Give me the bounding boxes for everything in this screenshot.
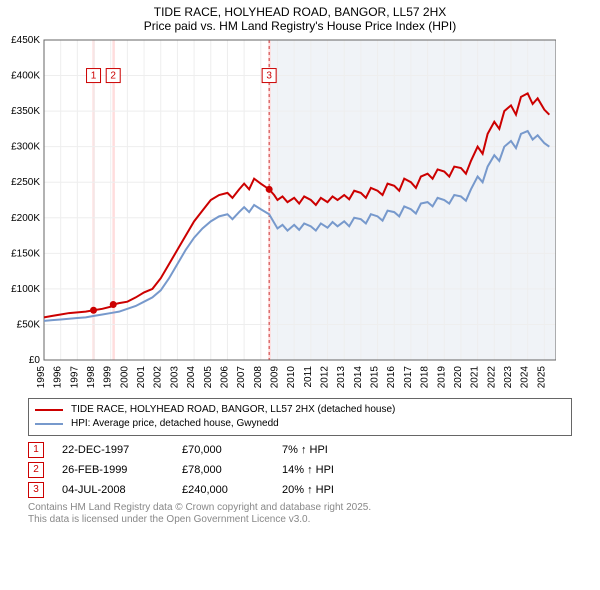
sale-delta: 20% ↑ HPI xyxy=(282,484,392,496)
svg-text:2016: 2016 xyxy=(386,365,397,388)
svg-text:£300K: £300K xyxy=(11,141,40,152)
table-row: 2 26-FEB-1999 £78,000 14% ↑ HPI xyxy=(28,462,572,478)
legend-item-2: HPI: Average price, detached house, Gwyn… xyxy=(35,417,565,431)
svg-text:3: 3 xyxy=(266,70,272,81)
svg-text:2017: 2017 xyxy=(403,365,414,388)
svg-text:2003: 2003 xyxy=(169,365,180,388)
sale-date: 04-JUL-2008 xyxy=(62,484,182,496)
sale-events-table: 1 22-DEC-1997 £70,000 7% ↑ HPI 2 26-FEB-… xyxy=(28,442,572,498)
svg-text:2023: 2023 xyxy=(503,365,514,388)
svg-text:2015: 2015 xyxy=(370,365,381,388)
svg-text:2025: 2025 xyxy=(536,365,547,388)
svg-text:£150K: £150K xyxy=(11,248,40,259)
table-row: 3 04-JUL-2008 £240,000 20% ↑ HPI xyxy=(28,482,572,498)
svg-text:1996: 1996 xyxy=(53,365,64,388)
license-text: Contains HM Land Registry data © Crown c… xyxy=(28,502,572,526)
sale-price: £78,000 xyxy=(182,464,282,476)
svg-text:2: 2 xyxy=(110,70,116,81)
sale-price: £240,000 xyxy=(182,484,282,496)
svg-text:2020: 2020 xyxy=(453,365,464,388)
svg-text:2012: 2012 xyxy=(320,365,331,388)
svg-text:2000: 2000 xyxy=(119,365,130,388)
svg-text:1999: 1999 xyxy=(103,365,114,388)
svg-text:1: 1 xyxy=(91,70,97,81)
svg-text:£450K: £450K xyxy=(11,35,40,46)
title-line-2: Price paid vs. HM Land Registry's House … xyxy=(0,19,600,33)
svg-text:2011: 2011 xyxy=(303,365,314,387)
svg-text:2014: 2014 xyxy=(353,365,364,388)
sale-date: 26-FEB-1999 xyxy=(62,464,182,476)
svg-text:£250K: £250K xyxy=(11,177,40,188)
svg-text:2019: 2019 xyxy=(436,365,447,388)
marker-box-3: 3 xyxy=(28,482,44,498)
svg-text:£200K: £200K xyxy=(11,213,40,224)
title-line-1: TIDE RACE, HOLYHEAD ROAD, BANGOR, LL57 2… xyxy=(0,5,600,19)
svg-text:2004: 2004 xyxy=(186,365,197,388)
svg-text:2021: 2021 xyxy=(470,365,481,388)
legend: TIDE RACE, HOLYHEAD ROAD, BANGOR, LL57 2… xyxy=(28,398,572,436)
marker-box-2: 2 xyxy=(28,462,44,478)
svg-text:2008: 2008 xyxy=(253,365,264,388)
license-line-1: Contains HM Land Registry data © Crown c… xyxy=(28,502,572,514)
chart-container: { "title": { "line1": "TIDE RACE, HOLYHE… xyxy=(0,0,600,590)
marker-box-1: 1 xyxy=(28,442,44,458)
svg-text:2013: 2013 xyxy=(336,365,347,388)
price-chart: 1 2 3 £0 £50K £100K £150K £200K £250K £300K £350K £… xyxy=(0,34,556,394)
legend-swatch-2 xyxy=(35,423,63,425)
svg-text:2002: 2002 xyxy=(153,365,164,388)
legend-item-1: TIDE RACE, HOLYHEAD ROAD, BANGOR, LL57 2… xyxy=(35,403,565,417)
svg-text:2018: 2018 xyxy=(420,365,431,388)
svg-text:£0: £0 xyxy=(29,355,41,366)
table-row: 1 22-DEC-1997 £70,000 7% ↑ HPI xyxy=(28,442,572,458)
svg-text:2001: 2001 xyxy=(136,365,147,388)
legend-label-2: HPI: Average price, detached house, Gwyn… xyxy=(71,417,279,431)
svg-text:1997: 1997 xyxy=(69,365,80,388)
svg-text:2007: 2007 xyxy=(236,365,247,388)
chart-title-block: TIDE RACE, HOLYHEAD ROAD, BANGOR, LL57 2… xyxy=(0,0,600,34)
svg-text:1995: 1995 xyxy=(36,365,47,388)
svg-text:2009: 2009 xyxy=(269,365,280,388)
svg-text:2010: 2010 xyxy=(286,365,297,388)
svg-text:2005: 2005 xyxy=(203,365,214,388)
legend-label-1: TIDE RACE, HOLYHEAD ROAD, BANGOR, LL57 2… xyxy=(71,403,395,417)
svg-text:£50K: £50K xyxy=(17,319,41,330)
sale-delta: 14% ↑ HPI xyxy=(282,464,392,476)
svg-text:£100K: £100K xyxy=(11,284,40,295)
svg-text:£350K: £350K xyxy=(11,106,40,117)
svg-text:1998: 1998 xyxy=(86,365,97,388)
legend-swatch-1 xyxy=(35,409,63,411)
svg-text:2006: 2006 xyxy=(219,365,230,388)
sale-delta: 7% ↑ HPI xyxy=(282,444,392,456)
sale-date: 22-DEC-1997 xyxy=(62,444,182,456)
svg-text:2022: 2022 xyxy=(486,365,497,388)
svg-text:£400K: £400K xyxy=(11,70,40,81)
license-line-2: This data is licensed under the Open Gov… xyxy=(28,514,572,526)
sale-price: £70,000 xyxy=(182,444,282,456)
svg-text:2024: 2024 xyxy=(520,365,531,388)
